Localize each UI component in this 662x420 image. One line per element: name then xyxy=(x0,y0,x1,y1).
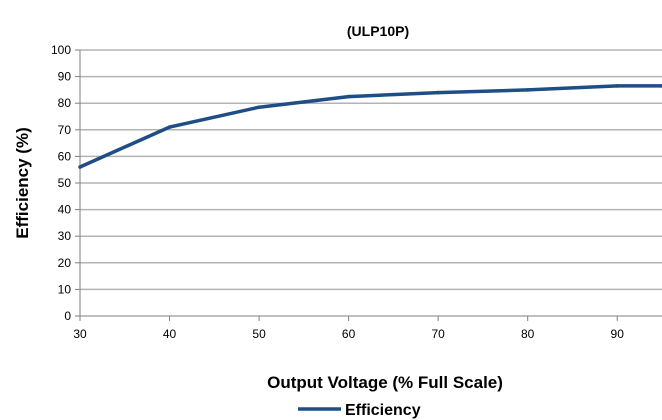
chart-title: (ULP10P) xyxy=(347,23,409,39)
x-tick-label-90: 90 xyxy=(611,327,625,341)
y-tick-label-0: 0 xyxy=(64,309,71,323)
y-tick-label-10: 10 xyxy=(58,282,72,296)
x-tick-label-60: 60 xyxy=(342,327,356,341)
y-tick-label-100: 100 xyxy=(51,43,71,57)
data-point-80 xyxy=(525,88,530,92)
y-tick-label-80: 80 xyxy=(58,96,72,110)
y-tick-label-20: 20 xyxy=(58,256,72,270)
x-tick-label-80: 80 xyxy=(521,327,535,341)
data-point-50 xyxy=(257,105,261,109)
data-point-30 xyxy=(78,165,82,169)
series-layer xyxy=(78,84,662,169)
series-line-efficiency xyxy=(79,84,662,169)
x-tick-label-70: 70 xyxy=(431,327,445,341)
y-tick-label-40: 40 xyxy=(58,203,72,217)
y-tick-label-70: 70 xyxy=(58,123,72,137)
y-tick-label-90: 90 xyxy=(58,70,72,84)
gridlines xyxy=(80,49,662,291)
y-tick-label-50: 50 xyxy=(58,176,72,190)
x-tick-label-30: 30 xyxy=(73,327,87,341)
legend: Efficiency xyxy=(298,402,421,419)
x-axis-tick-labels: 30 40 50 60 70 80 90 xyxy=(73,327,624,341)
y-tick-label-60: 60 xyxy=(58,149,72,163)
data-point-90 xyxy=(615,84,620,88)
x-axis-title: Output Voltage (% Full Scale) xyxy=(267,373,503,392)
data-point-40 xyxy=(167,125,172,129)
axes xyxy=(75,49,662,321)
y-axis-title: Efficiency (%) xyxy=(13,127,32,238)
x-tick-label-40: 40 xyxy=(163,327,177,341)
x-tick-label-50: 50 xyxy=(252,327,266,341)
legend-label-efficiency: Efficiency xyxy=(345,402,421,419)
y-axis-tick-labels: 0 10 20 30 40 50 60 70 80 90 100 xyxy=(51,43,71,323)
data-point-60 xyxy=(346,94,351,99)
data-point-70 xyxy=(436,90,440,95)
y-tick-label-30: 30 xyxy=(58,229,72,243)
